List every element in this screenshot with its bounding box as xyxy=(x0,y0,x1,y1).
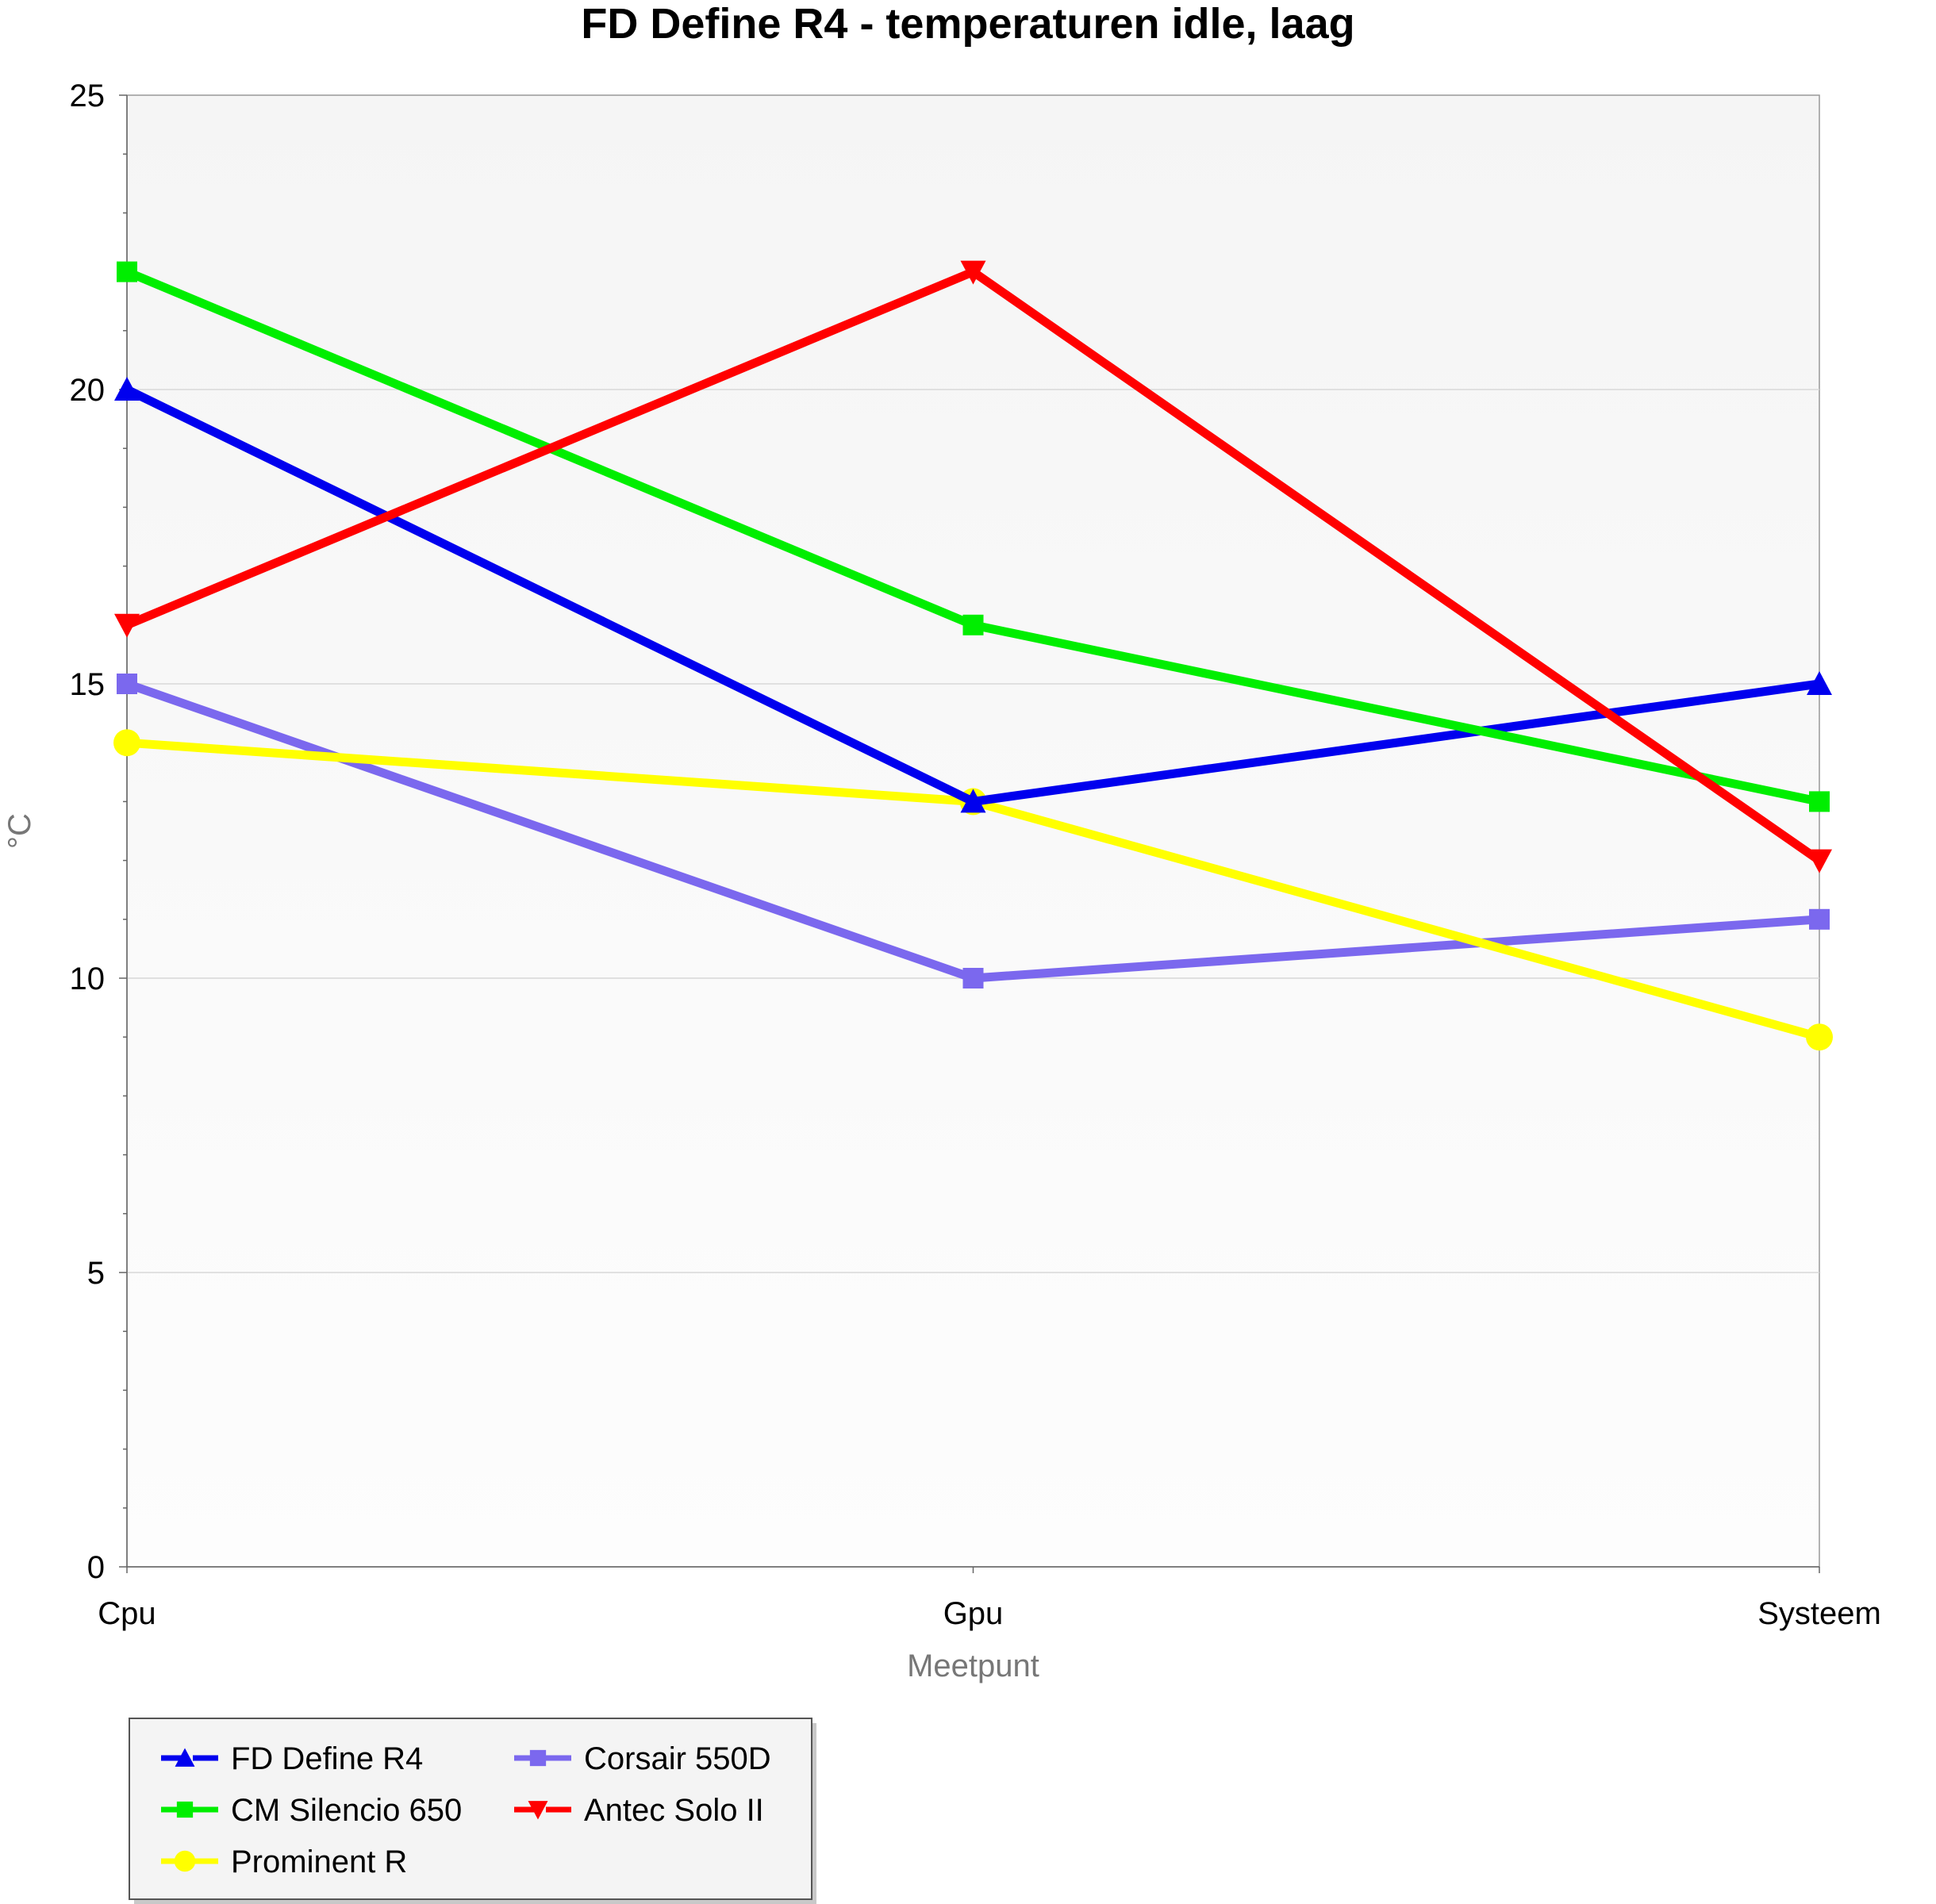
y-tick-label: 0 xyxy=(87,1550,105,1585)
y-axis: 0 5 10 15 20 25 xyxy=(70,79,128,1585)
plot-area xyxy=(126,94,1820,1568)
chart-title: FD Define R4 - temperaturen idle, laag xyxy=(581,0,1354,48)
data-point xyxy=(960,260,986,285)
x-tick-label: Cpu xyxy=(98,1596,156,1631)
legend: FD Define R4 CM Silencio 650 Prominent R Co… xyxy=(129,1718,816,1904)
series-cm-silencio-650 xyxy=(117,261,1830,812)
legend-item: Antec Solo II xyxy=(514,1793,764,1828)
legend-label: Prominent R xyxy=(231,1844,407,1879)
legend-marker xyxy=(529,1749,547,1767)
data-point xyxy=(1806,1023,1833,1051)
data-point xyxy=(117,674,137,694)
x-tick-label: Gpu xyxy=(943,1596,1004,1631)
data-point xyxy=(113,729,140,757)
series-corsair-550d xyxy=(117,674,1830,988)
legend-marker xyxy=(176,1801,194,1818)
y-tick-label: 15 xyxy=(70,667,106,702)
legend-marker xyxy=(528,1801,548,1820)
data-point xyxy=(117,261,137,282)
data-point xyxy=(1807,671,1832,695)
legend-item: Corsair 550D xyxy=(514,1741,771,1776)
series-fd-define-r4 xyxy=(114,377,1832,813)
series-layer xyxy=(113,260,1833,1051)
legend-item: Prominent R xyxy=(161,1844,407,1879)
y-axis-title: °C xyxy=(2,813,37,849)
data-point xyxy=(960,789,986,813)
y-tick-label: 25 xyxy=(70,79,106,113)
legend-items: FD Define R4 CM Silencio 650 Prominent R Co… xyxy=(161,1741,771,1879)
series-antec-solo-ii xyxy=(114,260,1832,873)
data-point xyxy=(1807,849,1832,873)
legend-marker xyxy=(174,1850,196,1872)
legend-item: CM Silencio 650 xyxy=(161,1793,462,1828)
x-axis: Cpu Gpu Systeem xyxy=(98,1566,1881,1631)
legend-label: FD Define R4 xyxy=(231,1741,423,1776)
legend-marker xyxy=(175,1748,195,1767)
y-tick-label: 20 xyxy=(70,373,106,408)
legend-label: Corsair 550D xyxy=(584,1741,771,1776)
data-point xyxy=(1809,908,1830,930)
data-point xyxy=(962,968,984,988)
legend-label: Antec Solo II xyxy=(584,1793,764,1828)
data-point xyxy=(114,613,140,638)
legend-item: FD Define R4 xyxy=(161,1741,423,1776)
legend-box xyxy=(129,1718,812,1900)
y-tick-label: 10 xyxy=(70,962,106,996)
x-axis-title: Meetpunt xyxy=(907,1649,1039,1683)
legend-label: CM Silencio 650 xyxy=(231,1793,462,1828)
data-point xyxy=(1809,791,1830,812)
x-tick-label: Systeem xyxy=(1757,1596,1881,1631)
data-point xyxy=(114,377,140,401)
y-tick-label: 5 xyxy=(87,1256,105,1291)
data-point xyxy=(962,614,984,635)
